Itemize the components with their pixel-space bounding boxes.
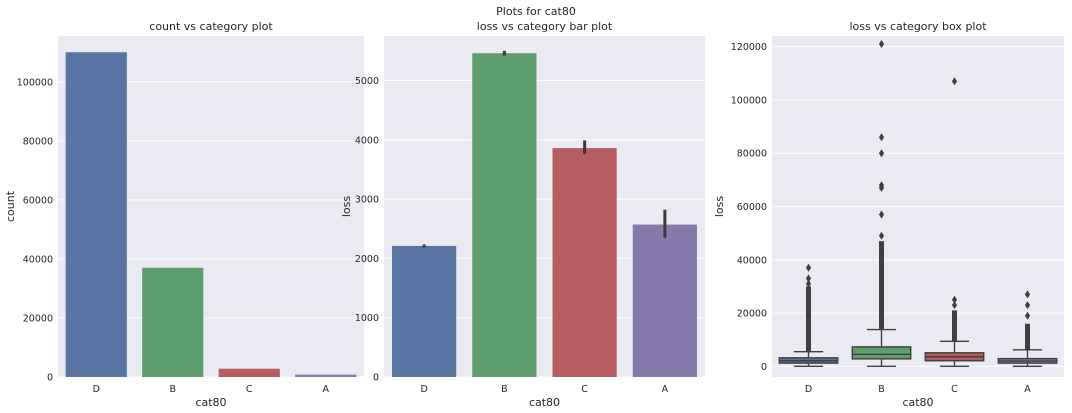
outlier-point: [878, 39, 885, 48]
outlier-point: [951, 77, 958, 86]
figure-suptitle: Plots for cat80: [496, 5, 576, 18]
subplot-title: loss vs category box plot: [849, 20, 987, 33]
subplot-title: loss vs category bar plot: [477, 20, 613, 33]
y-tick-label: 120000: [731, 42, 767, 53]
y-axis-label: loss: [340, 196, 353, 218]
x-tick-label: C: [581, 384, 588, 395]
outlier-point: [805, 274, 812, 283]
outlier-point: [878, 181, 885, 190]
box-body: [851, 346, 912, 360]
outlier-point: [951, 301, 958, 310]
y-tick-label: 40000: [737, 255, 767, 266]
y-tick-label: 4000: [355, 135, 379, 146]
y-tick-label: 60000: [737, 202, 767, 213]
x-tick-label: A: [662, 384, 669, 395]
bar-D: [392, 245, 457, 377]
y-tick-label: 80000: [23, 136, 53, 147]
y-tick-label: 100000: [731, 95, 767, 106]
y-tick-label: 60000: [23, 195, 53, 206]
y-tick-label: 20000: [23, 313, 53, 324]
outlier-point: [878, 210, 885, 219]
x-axis-label: cat80: [195, 396, 226, 409]
bar-D: [65, 52, 127, 377]
y-tick-label: 3000: [355, 195, 379, 206]
x-tick-label: B: [501, 384, 508, 395]
x-axis-label: cat80: [902, 396, 933, 409]
y-axis-label: count: [4, 190, 17, 222]
box-C: [924, 77, 985, 368]
x-tick-label: C: [246, 384, 253, 395]
x-tick-label: A: [323, 384, 330, 395]
x-tick-label: A: [1024, 384, 1031, 395]
bar-C: [552, 148, 617, 377]
y-tick-label: 0: [373, 373, 379, 384]
subplot-3: 0 20000 40000 60000 80000 100000 120000 loss vs…: [713, 20, 1064, 409]
outlier-point: [1024, 301, 1031, 310]
outlier-point: [1024, 311, 1031, 320]
x-tick-label: C: [951, 384, 958, 395]
y-tick-label: 5000: [355, 76, 379, 87]
subplot-1: 0 20000 40000 60000 80000 100000 count vs cate…: [4, 20, 364, 409]
y-tick-label: 2000: [355, 254, 379, 265]
x-tick-label: D: [420, 384, 427, 395]
bar-C: [218, 368, 280, 377]
outlier-point: [1024, 290, 1031, 299]
y-tick-label: 1000: [355, 313, 379, 324]
bar-B: [472, 53, 537, 377]
y-tick-label: 40000: [23, 254, 53, 265]
y-tick-label: 100000: [17, 77, 53, 88]
outlier-point: [951, 295, 958, 304]
y-axis-label: loss: [713, 196, 726, 218]
outlier-point: [805, 263, 812, 272]
y-tick-label: 20000: [737, 309, 767, 320]
x-tick-label: D: [93, 384, 100, 395]
x-tick-label: B: [878, 384, 885, 395]
x-tick-label: D: [805, 384, 812, 395]
y-tick-label: 0: [47, 373, 53, 384]
outlier-point: [878, 231, 885, 240]
y-tick-label: 0: [761, 362, 767, 373]
box-A: [997, 290, 1058, 368]
bar-A: [632, 224, 697, 377]
bar-B: [142, 267, 204, 377]
x-axis-label: cat80: [529, 396, 560, 409]
outlier-point: [805, 279, 812, 288]
outlier-point: [878, 149, 885, 158]
box-B: [851, 39, 912, 368]
subplot-title: count vs category plot: [149, 20, 273, 33]
outlier-point: [878, 133, 885, 142]
y-tick-label: 80000: [737, 149, 767, 160]
box-D: [778, 263, 839, 368]
bar-A: [295, 374, 357, 377]
x-tick-label: B: [169, 384, 176, 395]
subplot-2: 0 1000 2000 3000 4000 5000 loss vs category ba…: [340, 20, 705, 409]
